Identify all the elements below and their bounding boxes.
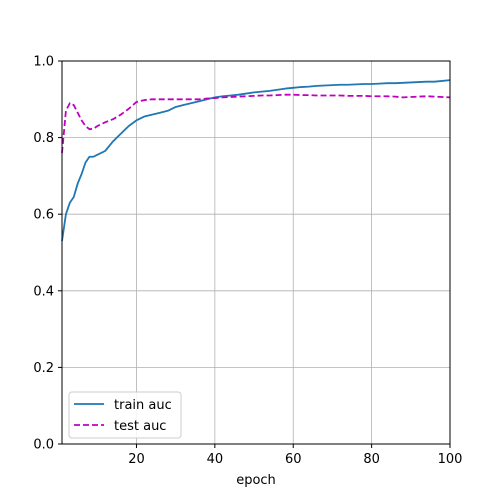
legend-label-test-auc: test auc	[114, 419, 166, 434]
y-tick-label: 0.6	[33, 208, 54, 223]
plot-frame	[61, 60, 451, 445]
x-tick-label: 80	[363, 452, 380, 467]
y-tick-label: 1.0	[33, 55, 54, 70]
legend-label-train-auc: train auc	[114, 398, 172, 413]
x-axis-label: epoch	[236, 473, 276, 488]
y-tick-label: 0.0	[33, 438, 54, 453]
series-line-train-auc	[61, 79, 451, 242]
y-tick-label: 0.8	[33, 131, 54, 146]
series-group	[61, 79, 451, 242]
x-tick-label: 60	[285, 452, 302, 467]
x-tick-label: 40	[207, 452, 224, 467]
y-tick-label: 0.4	[33, 284, 54, 299]
axes-ticks: 20 40 60 80 100 0.0 0.2 0.4 0.6 0.8 1.0	[33, 55, 462, 468]
x-tick-label: 20	[128, 452, 145, 467]
x-tick-label: 100	[438, 452, 463, 467]
series-line-test-auc	[61, 93, 451, 154]
y-tick-label: 0.2	[33, 361, 54, 376]
plot-area	[62, 61, 450, 444]
legend: train auc test auc	[68, 391, 182, 439]
